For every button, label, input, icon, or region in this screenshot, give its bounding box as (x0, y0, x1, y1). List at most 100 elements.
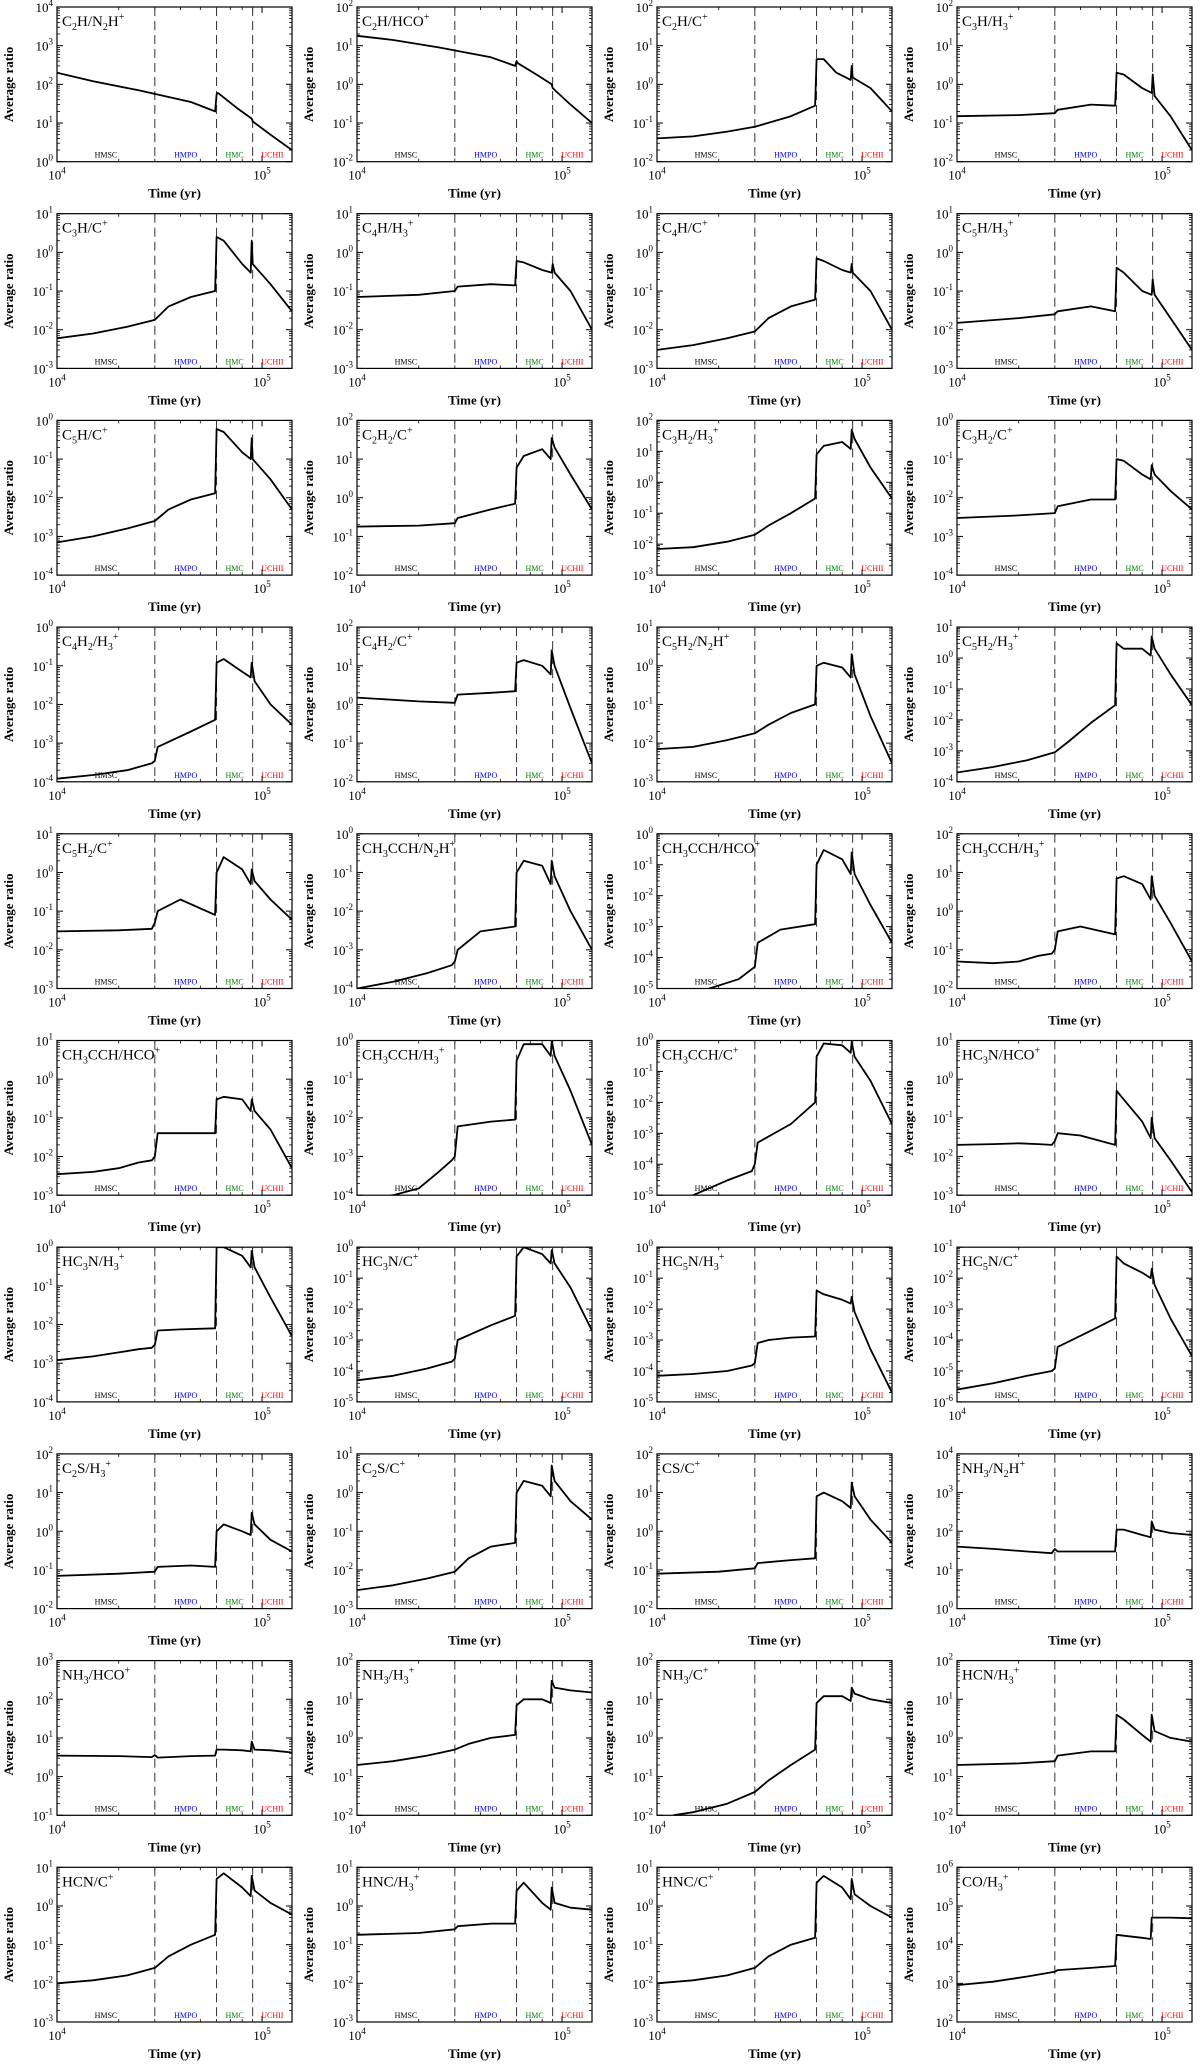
x-axis-label: Time (yr) (148, 599, 201, 614)
stage-label: UCHII (1161, 771, 1184, 780)
x-tick-label: 105 (553, 166, 571, 183)
ratio-curve (57, 1095, 292, 1176)
stage-label: HMC (825, 564, 843, 573)
y-tick-label: 101 (936, 1561, 954, 1578)
y-axis-label: Average ratio (601, 1494, 616, 1569)
y-tick-label: 10-6 (933, 1393, 954, 1410)
x-axis-label: Time (yr) (148, 1426, 201, 1441)
plot-frame (56, 1453, 293, 1610)
plot-frame (656, 1039, 893, 1196)
y-tick-label: 10-5 (333, 1393, 354, 1410)
y-tick-label: 10-1 (633, 1269, 654, 1286)
ratio-curve (657, 1481, 892, 1575)
y-tick-label: 10-3 (33, 980, 54, 997)
y-tick-label: 10-2 (33, 321, 54, 338)
y-tick-label: 10-2 (333, 1300, 354, 1317)
stage-label: UCHII (261, 1598, 284, 1607)
y-tick-label: 102 (336, 0, 354, 15)
stage-label: HMSC (995, 978, 1018, 987)
panel-title: C3H2/H3+ (662, 425, 719, 446)
x-axis-label: Time (yr) (148, 2046, 201, 2061)
y-tick-label: 10-3 (333, 2013, 354, 2030)
x-tick-label: 105 (1153, 1819, 1171, 1836)
plot-frame (956, 1659, 1193, 1816)
x-tick-label: 105 (853, 1199, 871, 1216)
stage-label: HMSC (395, 151, 418, 160)
panel-title: C2H2/C+ (362, 425, 413, 446)
ratio-panel: 10-4 10-3 10-2 10-1 100 104 105 HMSC HMPO HMC UCHI… (1, 1238, 293, 1441)
x-tick-label: 105 (1153, 2026, 1171, 2043)
stage-label: HMC (225, 1598, 243, 1607)
y-tick-label: 10-1 (933, 1768, 954, 1785)
y-tick-label: 100 (636, 473, 654, 490)
x-tick-label: 104 (948, 1406, 966, 1423)
ratio-curve (57, 71, 292, 151)
y-axis-label: Average ratio (901, 667, 916, 742)
y-tick-label: 100 (336, 1484, 354, 1501)
stage-label: HMC (225, 1184, 243, 1193)
ratio-panel: 10-3 10-2 10-1 100 101 104 105 HMSC HMPO HMC UCHII… (901, 1032, 1193, 1234)
y-axis-label: Average ratio (301, 460, 316, 535)
stage-label: HMPO (774, 978, 797, 987)
stage-label: HMC (1125, 2011, 1143, 2020)
stage-label: HMC (1125, 151, 1143, 160)
x-tick-label: 104 (348, 1199, 366, 1216)
y-tick-label: 10-2 (933, 1148, 954, 1165)
y-tick-label: 10-1 (333, 527, 354, 544)
stage-label: HMC (525, 357, 543, 366)
x-tick-label: 105 (853, 786, 871, 803)
y-tick-label: 100 (36, 618, 54, 635)
y-tick-label: 100 (36, 1897, 54, 1914)
stage-label: UCHII (861, 2011, 884, 2020)
ratio-panel: 10-5 10-4 10-3 10-2 10-1 100 104 105 HMSC HMPO HMC… (301, 1238, 593, 1441)
x-tick-label: 104 (648, 786, 666, 803)
y-tick-label: 100 (936, 902, 954, 919)
panel-title: CO/H3+ (962, 1872, 1009, 1893)
panel-title: HC3N/HCO+ (962, 1046, 1041, 1067)
y-tick-label: 10-3 (633, 773, 654, 790)
stage-label: HMSC (995, 2011, 1018, 2020)
y-tick-label: 10-2 (333, 1974, 354, 1991)
ratio-panel: 10-4 10-3 10-2 10-1 100 104 105 HMSC HMPO HMC UCHI… (1, 411, 293, 614)
stage-label: HMPO (1074, 564, 1097, 573)
y-tick-label: 10-3 (633, 918, 654, 935)
ratio-curve (57, 658, 292, 780)
y-axis-label: Average ratio (601, 1907, 616, 1982)
plot-frame (356, 1659, 593, 1816)
x-tick-label: 105 (853, 372, 871, 389)
x-axis-label: Time (yr) (1048, 1219, 1101, 1234)
y-axis-label: Average ratio (1, 460, 16, 535)
y-tick-label: 100 (336, 1238, 354, 1255)
panel-title: C2H/N2H+ (62, 12, 125, 33)
stage-label: HMPO (1074, 357, 1097, 366)
x-axis-label: Time (yr) (1048, 2046, 1101, 2061)
ratio-curve (657, 428, 892, 550)
ratio-curve (957, 71, 1192, 151)
stage-label: HMPO (174, 978, 197, 987)
stage-label: HMPO (474, 151, 497, 160)
y-tick-label: 10-1 (33, 1936, 54, 1953)
stage-label: UCHII (1161, 1391, 1184, 1400)
y-tick-label: 10-2 (333, 153, 354, 170)
y-tick-label: 10-1 (33, 1561, 54, 1578)
y-tick-label: 10-2 (33, 695, 54, 712)
plot-frame (656, 1246, 893, 1403)
y-tick-label: 100 (636, 243, 654, 260)
y-tick-label: 100 (36, 1522, 54, 1539)
x-axis-label: Time (yr) (1048, 1633, 1101, 1648)
ratio-curve (689, 1041, 892, 1196)
y-tick-label: 10-2 (633, 1093, 654, 1110)
stage-label: HMPO (774, 1184, 797, 1193)
stage-label: UCHII (561, 1391, 584, 1400)
y-tick-label: 10-3 (633, 359, 654, 376)
stage-label: HMC (1125, 357, 1143, 366)
stage-label: HMSC (995, 151, 1018, 160)
y-axis-label: Average ratio (1, 667, 16, 742)
y-tick-label: 10-3 (333, 1600, 354, 1617)
plot-frame (356, 1039, 593, 1196)
x-tick-label: 105 (253, 372, 271, 389)
y-tick-label: 10-1 (633, 1561, 654, 1578)
y-tick-label: 10-2 (33, 489, 54, 506)
y-tick-label: 10-2 (633, 1600, 654, 1617)
x-tick-label: 104 (348, 1819, 366, 1836)
